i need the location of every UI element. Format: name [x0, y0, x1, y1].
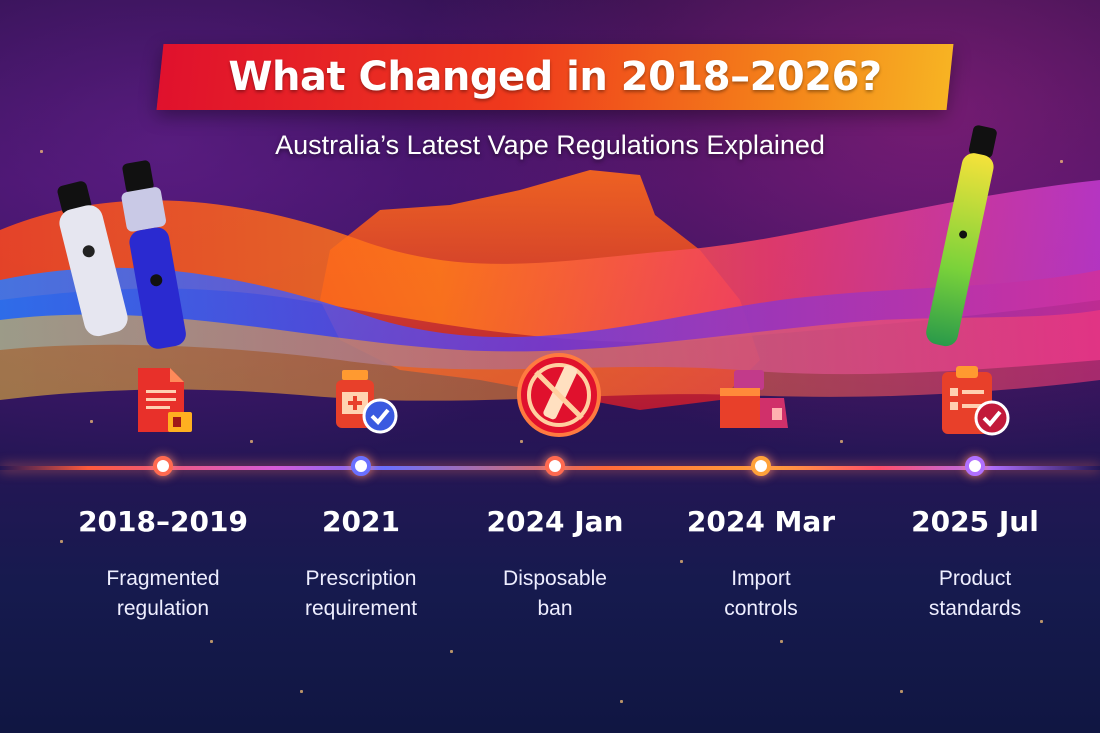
stage-description: Import controls: [661, 564, 861, 624]
stage-description-line: requirement: [304, 597, 418, 620]
page-subtitle: Australia’s Latest Vape Regulations Expl…: [275, 130, 825, 160]
clipboard-check-icon: [942, 366, 1010, 436]
vape-device-right-image: [926, 125, 997, 347]
shipping-boxes-icon: [720, 370, 788, 428]
vape-devices-left-image: [57, 160, 186, 349]
stage-description-line: controls: [724, 597, 798, 620]
stage-description: Disposable ban: [455, 564, 655, 624]
timeline-dot-4: [751, 456, 771, 476]
timeline-dot-3: [545, 456, 565, 476]
timeline-dot-2: [351, 456, 371, 476]
timeline-dot-5: [965, 456, 985, 476]
stage-year: 2021: [322, 505, 400, 538]
timeline-dot-1: [153, 456, 173, 476]
stage-description-line: Import: [731, 567, 791, 590]
page-title: What Changed in 2018–2026?: [228, 54, 882, 100]
document-icon: [138, 368, 192, 432]
stage-description: Fragmented regulation: [63, 564, 263, 624]
stage-description-line: Prescription: [305, 567, 417, 590]
stage-description-line: ban: [537, 597, 573, 620]
stage-description-line: standards: [928, 597, 1022, 620]
stage-year: 2018–2019: [78, 505, 248, 538]
stage-year: 2024 Mar: [686, 505, 836, 538]
stage-description-line: Disposable: [503, 567, 607, 590]
stage-year: 2024 Jan: [486, 505, 624, 538]
no-vape-icon: [517, 353, 601, 437]
stage-description: Prescription requirement: [261, 564, 461, 624]
medicine-bottle-check-icon: [336, 370, 398, 434]
stage-description-line: Product: [938, 567, 1012, 590]
stage-year: 2025 Jul: [911, 505, 1039, 538]
stage-description-line: regulation: [116, 597, 210, 620]
stage-description-line: Fragmented: [106, 567, 220, 590]
stage-description: Product standards: [875, 564, 1075, 624]
